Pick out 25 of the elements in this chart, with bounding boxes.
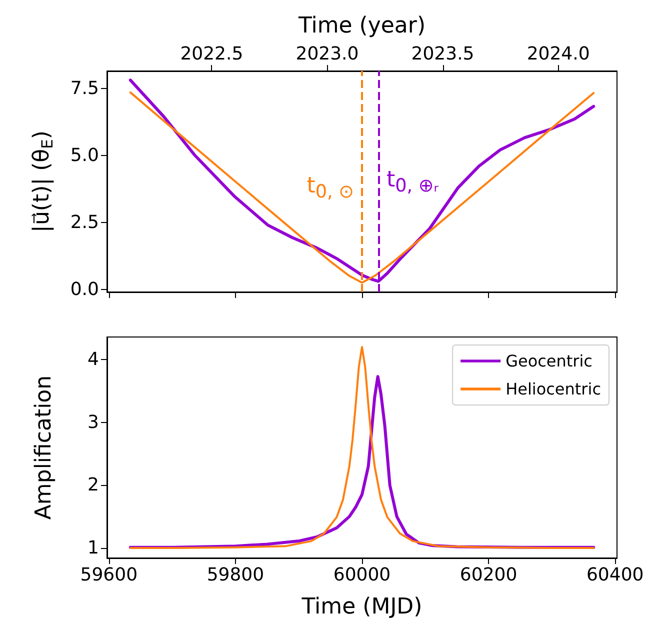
x-tick-label: 60200 xyxy=(460,564,518,586)
y-tick-label: 5.0 xyxy=(70,144,99,166)
x-axis-title: Time (MJD) xyxy=(300,594,422,620)
x-tick-label: 60000 xyxy=(333,564,391,586)
x-tick-label: 60400 xyxy=(586,564,644,586)
y-tick-label: 3 xyxy=(88,412,99,433)
y-tick-label: 1 xyxy=(88,537,99,558)
ref-line-label: t$_{0, ⊕ᵣ}$ xyxy=(386,166,438,196)
x-tick-label: 59600 xyxy=(80,564,138,586)
ref-line-label: t$_{0, ⊙}$ xyxy=(306,173,354,203)
x2-tick-label: 2023.0 xyxy=(296,44,359,64)
y-tick-label: 4 xyxy=(88,349,99,370)
legend-label: Geocentric xyxy=(506,352,592,370)
x2-axis-title: Time (year) xyxy=(297,14,426,38)
x2-tick-label: 2023.5 xyxy=(411,44,474,64)
x2-tick-label: 2022.5 xyxy=(180,44,244,64)
y-axis-title: |u⃗(t)| (θE) xyxy=(30,130,56,232)
x2-tick-label: 2024.0 xyxy=(526,44,590,64)
y-tick-label: 0.0 xyxy=(70,278,99,300)
y-tick-label: 2 xyxy=(88,474,99,496)
legend-label: Heliocentric xyxy=(506,380,602,398)
y-tick-label: 2.5 xyxy=(70,212,99,233)
y-axis-title: Amplification xyxy=(32,375,56,520)
y-tick-label: 7.5 xyxy=(70,78,99,99)
x-tick-label: 59800 xyxy=(206,564,264,586)
